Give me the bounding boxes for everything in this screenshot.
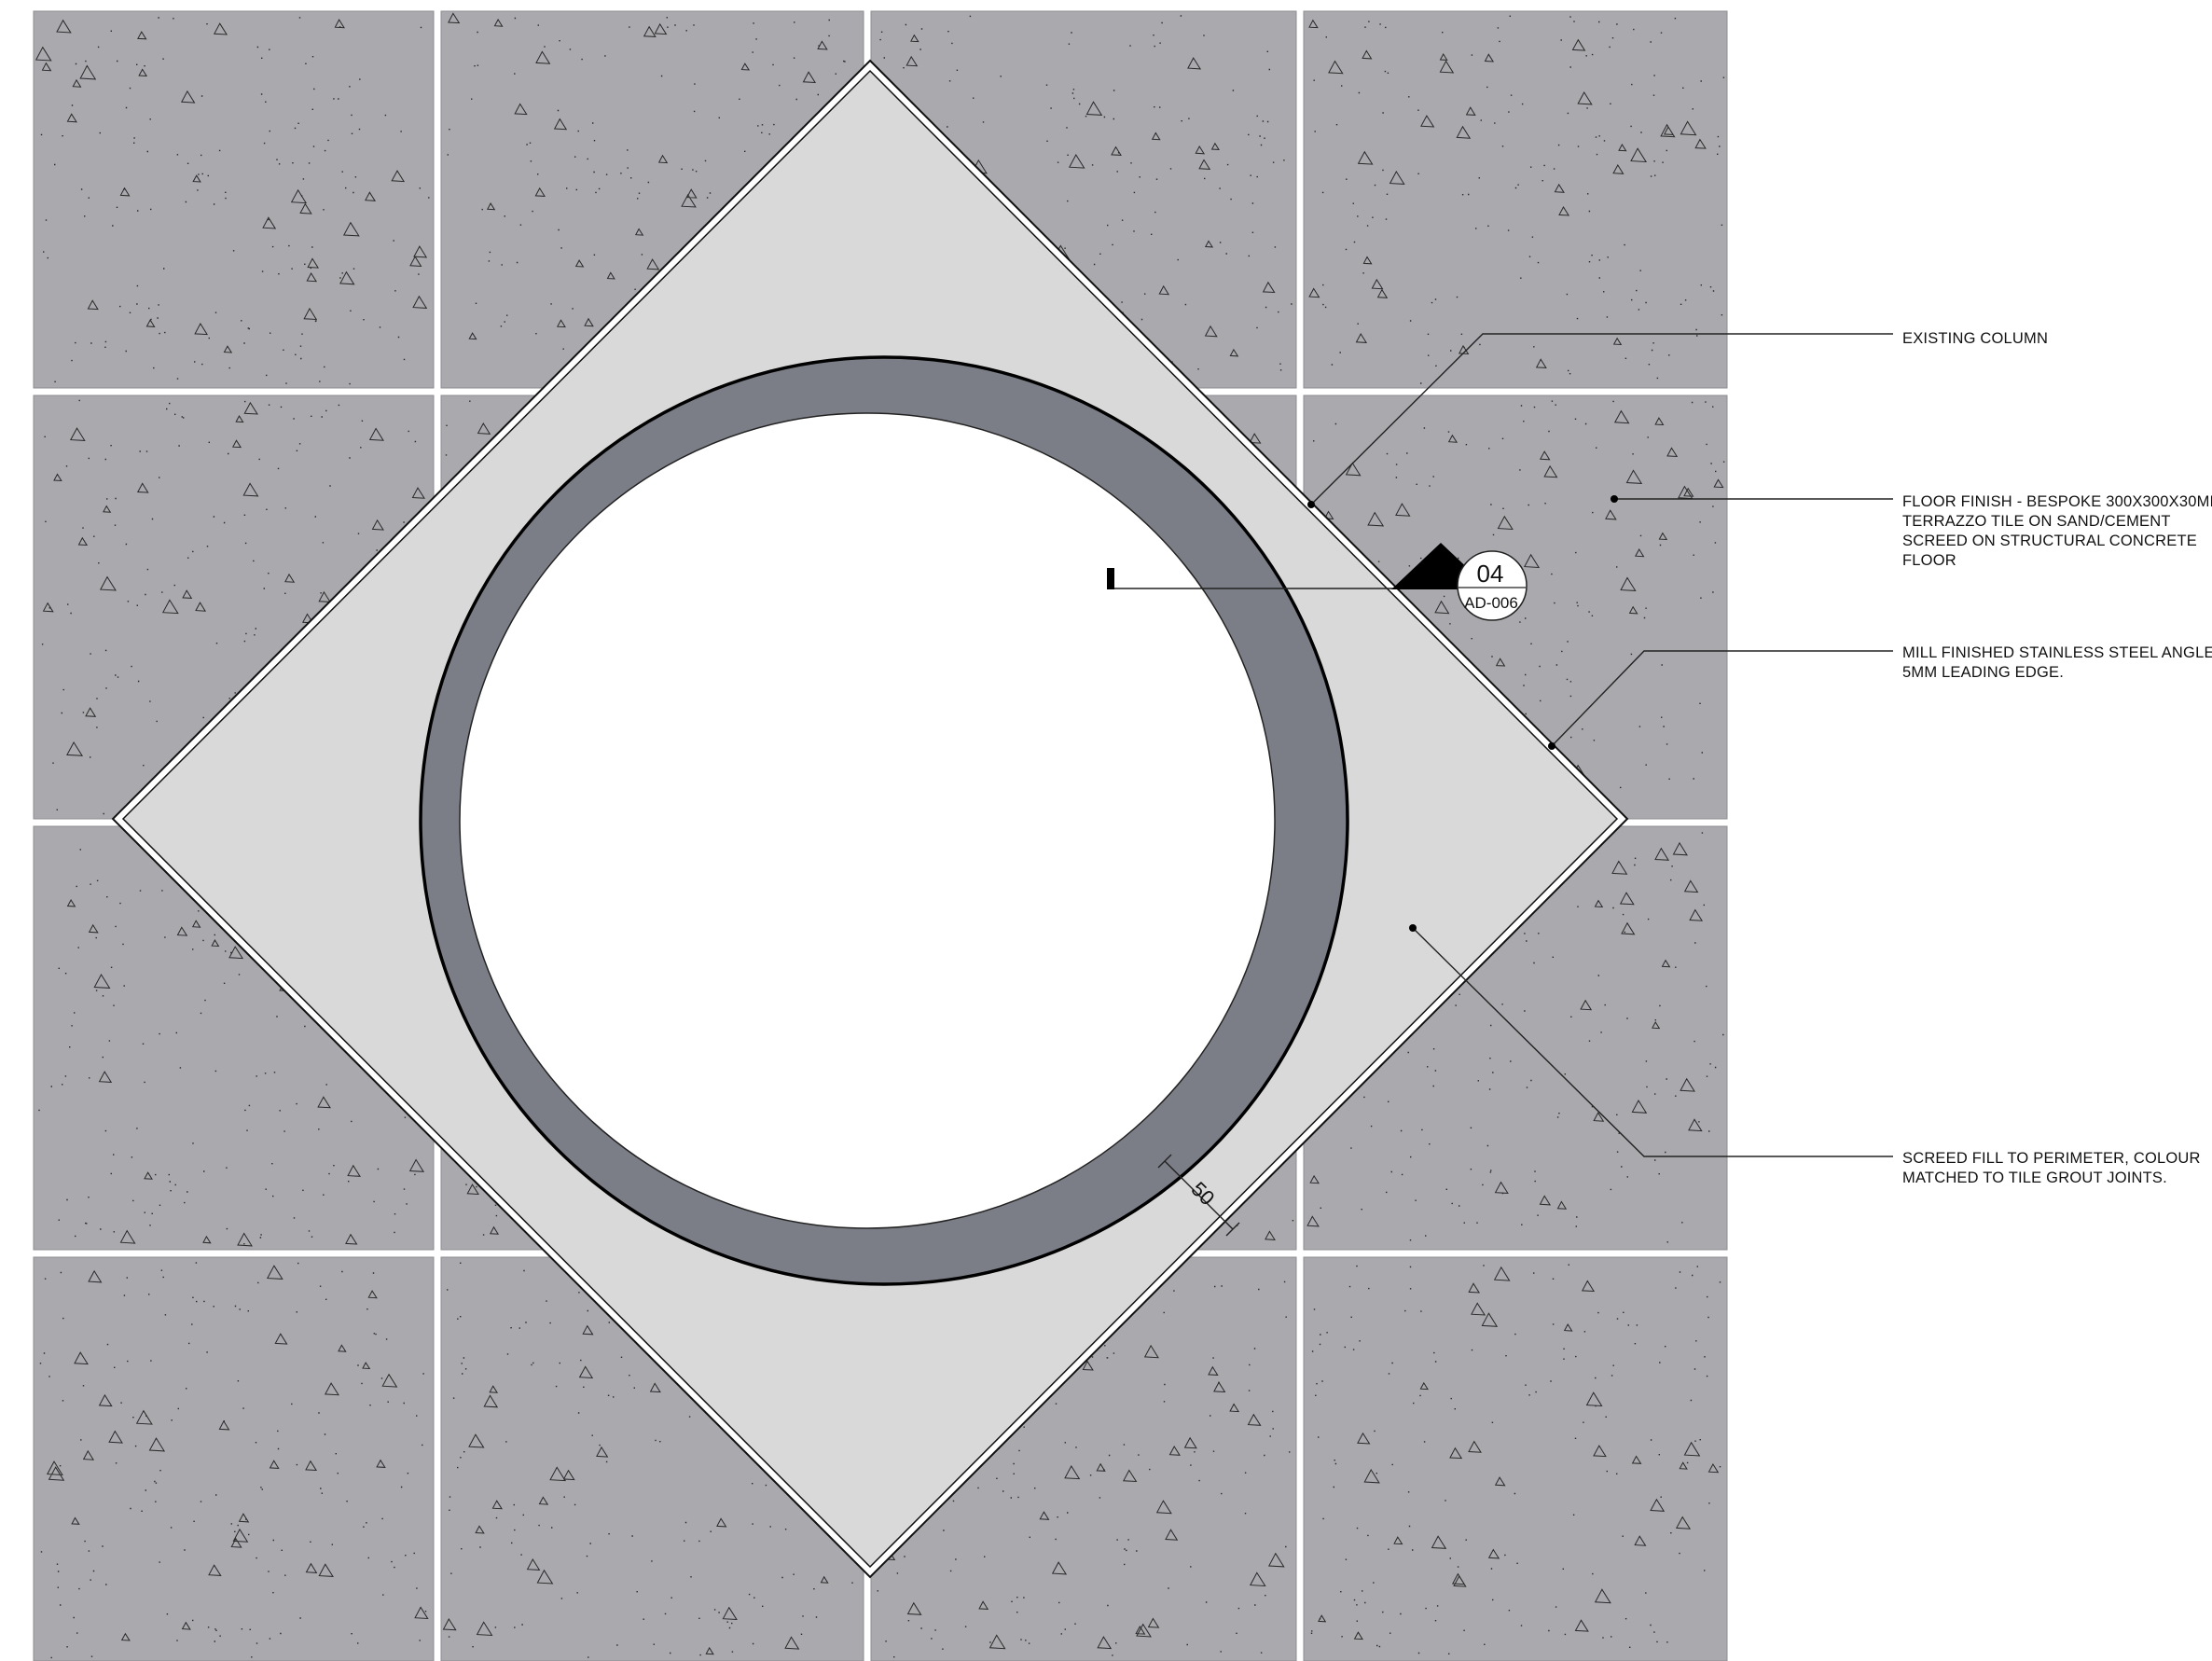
annotation-notes: EXISTING COLUMN FLOOR FINISH - BESPOKE 3…: [1902, 330, 2212, 1186]
section-cut-mark-icon: [1107, 568, 1114, 589]
leader-lines: [1307, 333, 1893, 1157]
leader-dot-icon: [1409, 924, 1417, 932]
terrazzo-tile: [33, 1256, 435, 1661]
leader-dot-icon: [1611, 495, 1618, 503]
terrazzo-tile: [1303, 1256, 1728, 1661]
leader-dot-icon: [1307, 501, 1315, 508]
note-steel-angle: MILL FINISHED STAINLESS STEEL ANGLE 5MM …: [1902, 644, 2212, 681]
section-number: 04: [1477, 560, 1504, 588]
note-screed-fill: SCREED FILL TO PERIMETER, COLOUR MATCHED…: [1902, 1150, 2205, 1186]
section-callout: 04 AD-006: [1107, 543, 1528, 621]
note-floor-finish: FLOOR FINISH - BESPOKE 300X300X30MM TERR…: [1902, 493, 2212, 569]
terrazzo-tile: [33, 10, 435, 389]
section-sheet-ref: AD-006: [1464, 594, 1518, 612]
leader-dot-icon: [1548, 742, 1555, 750]
terrazzo-tile: [1303, 10, 1728, 389]
note-existing-column: EXISTING COLUMN: [1902, 330, 2048, 347]
existing-column-core: [459, 412, 1276, 1229]
